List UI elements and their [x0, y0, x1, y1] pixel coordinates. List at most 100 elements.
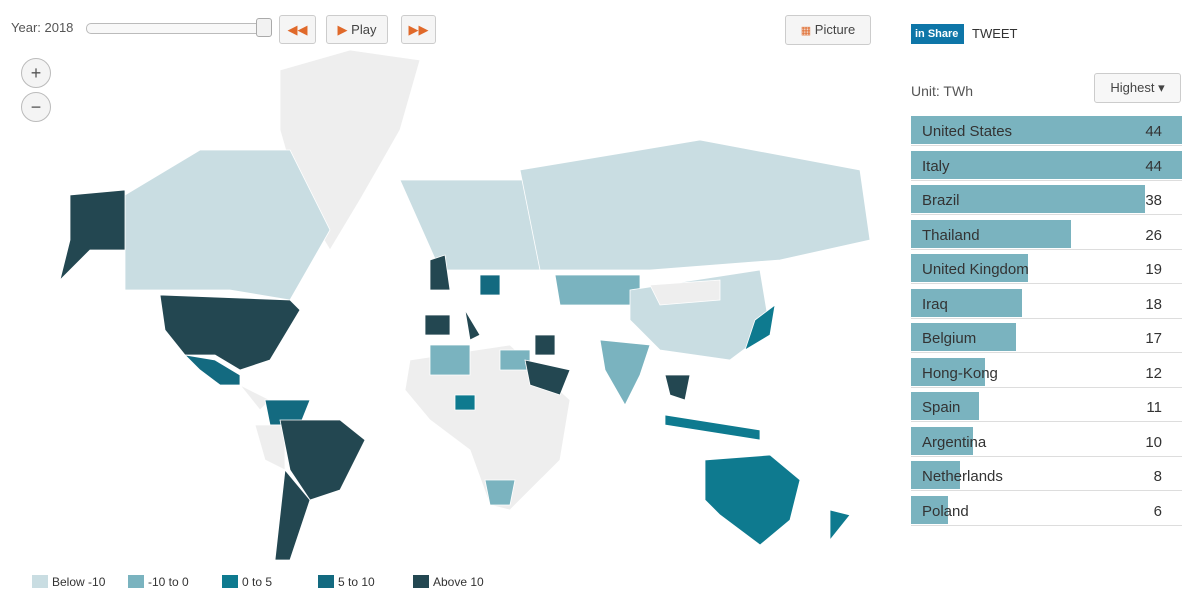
nigeria: [454, 394, 476, 411]
usa: [159, 294, 301, 371]
argentina-chile: [274, 469, 311, 561]
country-label: Poland: [922, 502, 969, 520]
value-label: 18: [1145, 295, 1162, 313]
bar: [911, 254, 1029, 282]
country-label: Argentina: [922, 433, 987, 451]
legend-label: -10 to 0: [148, 574, 189, 589]
legend-swatch: [222, 575, 238, 589]
country-label: Thailand: [922, 226, 980, 244]
poland: [479, 274, 501, 296]
country-label: Netherlands: [922, 468, 1003, 485]
italy: [464, 309, 481, 341]
spain: [424, 314, 451, 336]
iraq: [534, 334, 556, 356]
brazil: [279, 419, 366, 501]
australia: [704, 454, 801, 546]
ranking-row: Poland 6: [911, 495, 1182, 526]
peru: [254, 424, 286, 471]
sort-dropdown[interactable]: Highest ▾: [1094, 73, 1181, 103]
play-label: Play: [351, 22, 377, 37]
legend-swatch: [318, 575, 334, 589]
ranking-row: Brazil 38: [911, 185, 1182, 215]
year-label: Year: 2018: [11, 20, 74, 35]
central-america: [239, 384, 271, 411]
picture-button[interactable]: ▦ Picture: [785, 15, 871, 45]
play-button[interactable]: ▶ Play: [326, 15, 388, 44]
legend-swatch: [128, 575, 144, 589]
value-label: 38: [1145, 192, 1162, 209]
ranking-row: Belgium 17: [911, 323, 1182, 353]
value-label: 11: [1146, 399, 1162, 416]
kazakhstan: [554, 274, 641, 306]
legend-item: -10 to 0: [128, 573, 189, 589]
legend-swatch: [413, 575, 429, 589]
legend-item: 5 to 10: [318, 573, 375, 589]
legend-item: Above 10: [413, 573, 484, 589]
country-label: Belgium: [922, 330, 977, 347]
value-label: 26: [1145, 226, 1162, 244]
bar: [911, 150, 1182, 179]
bar: [911, 426, 973, 455]
bar: [911, 461, 961, 489]
ranking-row: Spain 11: [911, 392, 1182, 422]
picture-label: Picture: [814, 22, 856, 37]
india: [599, 339, 651, 406]
thailand: [664, 374, 691, 401]
country-label: Italy: [922, 157, 950, 175]
value-label: 17: [1145, 330, 1162, 347]
share-label: Share: [927, 28, 959, 40]
zoom-out[interactable]: −: [21, 92, 51, 122]
south-africa: [484, 479, 516, 506]
ranking-row: Hong-Kong 12: [911, 357, 1182, 388]
japan: [744, 304, 776, 351]
bar: [911, 495, 948, 524]
indonesia: [664, 414, 761, 441]
alaska: [59, 189, 126, 282]
mongolia: [649, 279, 721, 306]
value-label: 44: [1145, 157, 1162, 175]
rewind-button[interactable]: ◀◀: [279, 15, 316, 44]
legend-label: 5 to 10: [338, 574, 375, 589]
ranking-row: Iraq 18: [911, 288, 1182, 319]
value-label: 10: [1145, 433, 1162, 451]
legend-item: 0 to 5: [222, 573, 272, 589]
world-map: [59, 49, 871, 561]
algeria: [429, 344, 471, 376]
value-label: 44: [1145, 123, 1162, 140]
legend-swatch: [32, 575, 48, 589]
value-label: 12: [1145, 364, 1162, 382]
tweet-button[interactable]: TWEET: [972, 26, 1018, 41]
new-zealand: [829, 509, 851, 542]
value-label: 8: [1153, 468, 1162, 485]
bar: [911, 116, 1182, 144]
bar: [911, 357, 985, 386]
ranking-row: United Kingdom 19: [911, 254, 1182, 284]
europe: [399, 179, 541, 271]
bar: [911, 219, 1072, 248]
saudi-arabia: [524, 359, 571, 396]
country-label: Spain: [922, 399, 961, 416]
ranking-row: United States 44: [911, 116, 1182, 146]
bar: [911, 392, 979, 420]
ranking-row: Netherlands 8: [911, 461, 1182, 491]
ranking-row: Thailand 26: [911, 219, 1182, 250]
legend-label: Above 10: [433, 574, 484, 589]
country-label: Hong-Kong: [922, 364, 998, 382]
country-label: Brazil: [922, 192, 960, 209]
ranking-row: Italy 44: [911, 150, 1182, 181]
bar: [911, 288, 1022, 317]
slider-handle[interactable]: [256, 18, 272, 37]
forward-button[interactable]: ▶▶: [401, 15, 436, 44]
bar: [911, 185, 1146, 213]
canada: [124, 149, 331, 301]
value-label: 6: [1153, 502, 1162, 520]
legend-label: 0 to 5: [242, 574, 273, 589]
ranking-row: Argentina 10: [911, 426, 1182, 457]
legend-label: Below -10: [52, 574, 106, 589]
value-label: 19: [1145, 261, 1162, 278]
bar: [911, 323, 1016, 351]
share-button[interactable]: in Share: [911, 24, 965, 44]
zoom-in[interactable]: +: [21, 58, 51, 88]
legend-item: Below -10: [32, 573, 105, 589]
